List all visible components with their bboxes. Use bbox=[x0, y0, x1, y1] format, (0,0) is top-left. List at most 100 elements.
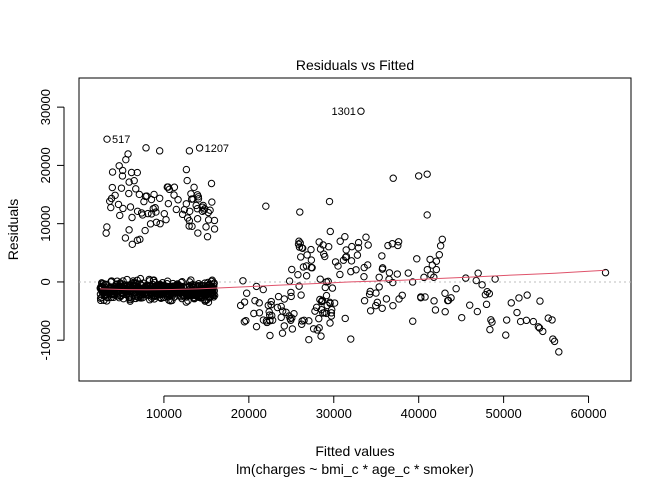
residual-point bbox=[354, 244, 363, 252]
residual-point bbox=[278, 307, 287, 315]
residual-point bbox=[207, 179, 216, 188]
residual-point bbox=[321, 252, 329, 261]
residual-point bbox=[458, 313, 466, 322]
residual-point bbox=[236, 301, 245, 310]
residual-point bbox=[328, 305, 336, 314]
residual-point bbox=[297, 253, 305, 261]
residual-point bbox=[324, 277, 332, 286]
residual-point bbox=[297, 291, 305, 299]
residual-point bbox=[305, 317, 313, 325]
residual-point bbox=[119, 204, 127, 213]
residual-point bbox=[117, 184, 126, 192]
residual-point bbox=[182, 200, 191, 208]
residual-point bbox=[185, 222, 193, 230]
residual-point bbox=[118, 166, 127, 175]
residual-point bbox=[288, 265, 296, 274]
residual-point bbox=[204, 298, 213, 306]
residual-point bbox=[330, 299, 339, 307]
residual-point bbox=[549, 335, 557, 343]
residual-point bbox=[384, 241, 392, 250]
residual-point bbox=[178, 278, 186, 286]
residual-point bbox=[164, 199, 173, 208]
residual-point bbox=[322, 291, 331, 300]
residual-point bbox=[288, 325, 297, 333]
residual-point bbox=[334, 262, 342, 270]
residual-point bbox=[408, 278, 417, 286]
residual-point bbox=[347, 267, 355, 276]
residual-point bbox=[413, 255, 421, 263]
residual-point bbox=[204, 283, 212, 292]
x-tick-label: 40000 bbox=[401, 406, 437, 421]
residual-point bbox=[309, 325, 318, 333]
residual-point bbox=[326, 319, 334, 327]
residual-point bbox=[473, 307, 482, 316]
residual-point bbox=[478, 281, 486, 289]
residual-point bbox=[441, 308, 449, 316]
residual-point bbox=[515, 294, 523, 302]
residual-point bbox=[182, 298, 190, 306]
residual-point bbox=[431, 306, 440, 314]
residual-point bbox=[321, 283, 329, 292]
residual-point bbox=[108, 183, 117, 192]
residual-point bbox=[357, 107, 365, 115]
residual-point bbox=[206, 206, 214, 214]
residual-point bbox=[389, 301, 397, 310]
residual-point bbox=[141, 226, 149, 235]
residual-point bbox=[319, 309, 327, 317]
residual-point bbox=[165, 185, 174, 194]
residual-point bbox=[210, 225, 219, 233]
residual-point bbox=[101, 291, 110, 299]
residual-point bbox=[125, 226, 133, 234]
residual-point bbox=[155, 147, 164, 155]
residual-point bbox=[242, 316, 250, 325]
y-tick-label: -10000 bbox=[38, 320, 53, 360]
residual-point bbox=[353, 251, 362, 259]
x-axis-label: Fitted values bbox=[315, 443, 394, 459]
residual-point bbox=[341, 233, 349, 241]
residual-point bbox=[417, 294, 425, 302]
residual-point bbox=[136, 274, 145, 283]
residual-point bbox=[393, 270, 401, 278]
residual-point bbox=[395, 295, 403, 303]
residual-point bbox=[210, 279, 218, 287]
residual-point bbox=[389, 174, 397, 182]
residual-point bbox=[185, 147, 194, 155]
residual-point bbox=[111, 191, 119, 199]
residual-point bbox=[170, 191, 178, 199]
residual-point bbox=[315, 324, 323, 332]
residual-point bbox=[294, 271, 302, 279]
residual-point bbox=[364, 241, 372, 249]
residual-point bbox=[125, 189, 133, 198]
residual-point bbox=[295, 282, 303, 290]
residual-point bbox=[485, 289, 494, 298]
residual-point bbox=[331, 258, 340, 266]
residual-point bbox=[427, 271, 435, 279]
residual-point bbox=[385, 269, 394, 277]
residual-point bbox=[529, 317, 538, 326]
residual-point bbox=[305, 335, 313, 344]
residual-point bbox=[366, 287, 374, 296]
residual-point bbox=[423, 211, 431, 219]
residual-point bbox=[347, 257, 356, 265]
residual-point bbox=[311, 307, 319, 315]
residual-point bbox=[462, 274, 470, 282]
residual-point bbox=[347, 335, 355, 343]
residual-point bbox=[266, 331, 274, 340]
residual-point bbox=[360, 263, 368, 272]
residual-point bbox=[302, 262, 311, 270]
residual-point bbox=[147, 294, 156, 302]
residual-point bbox=[555, 348, 563, 356]
residual-point bbox=[174, 196, 182, 204]
y-tick-label: 10000 bbox=[38, 206, 53, 242]
residual-point bbox=[523, 291, 531, 299]
residual-point bbox=[287, 288, 295, 297]
residual-point bbox=[307, 263, 316, 272]
residual-point bbox=[296, 239, 304, 247]
residual-point bbox=[299, 263, 308, 271]
residual-point bbox=[280, 322, 288, 330]
y-tick-label: 0 bbox=[38, 278, 53, 285]
residual-point bbox=[290, 309, 298, 318]
residual-point bbox=[203, 233, 212, 241]
residual-point bbox=[136, 235, 144, 244]
residual-point bbox=[404, 269, 412, 277]
